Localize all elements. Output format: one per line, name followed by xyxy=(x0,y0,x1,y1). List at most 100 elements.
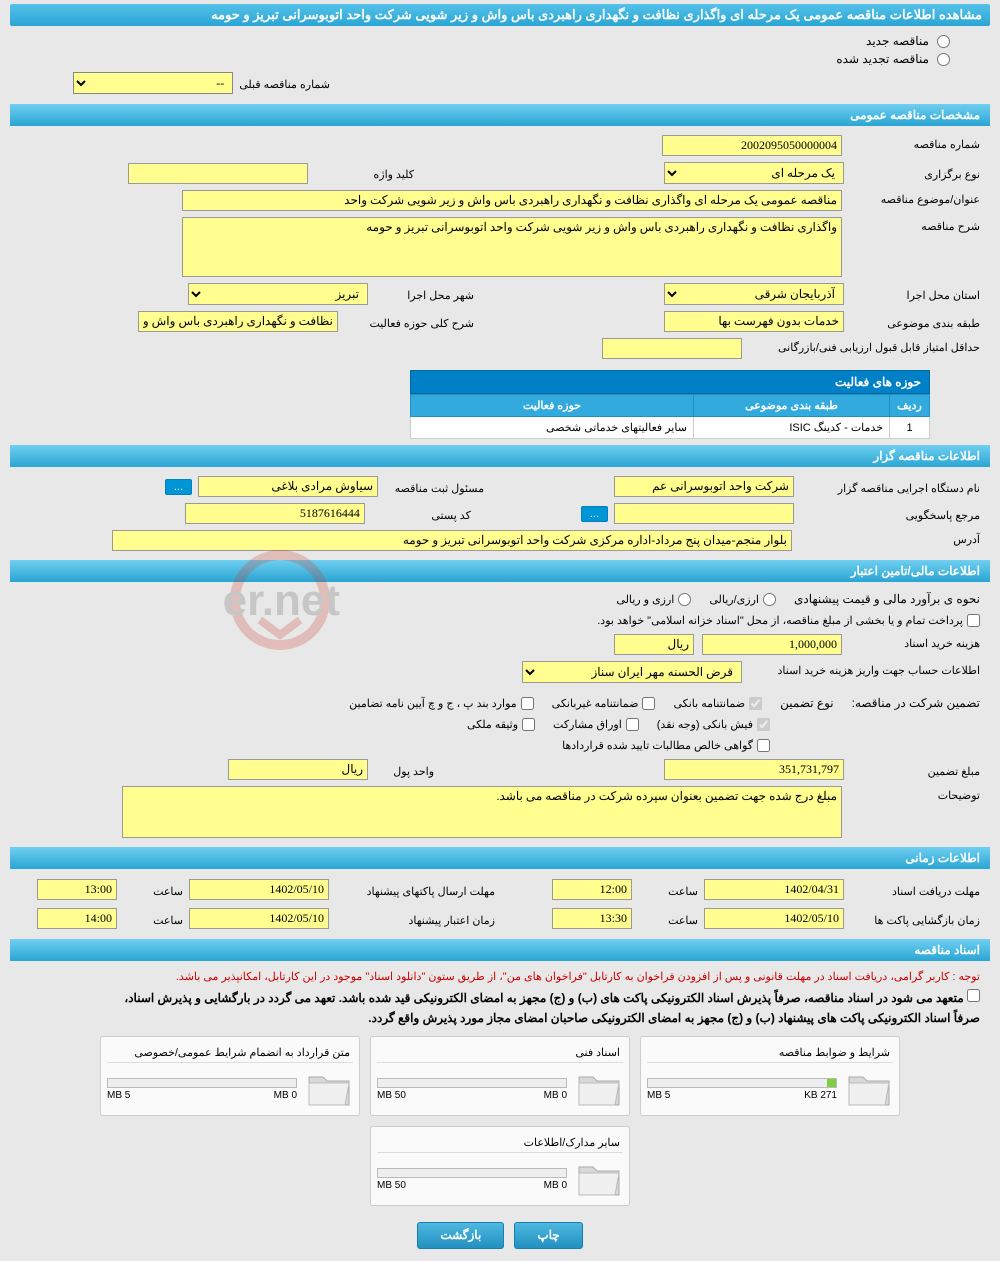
doc-max: 5 MB xyxy=(647,1090,670,1101)
table-row: 1 خدمات - کدینگ ISIC سایر فعالیتهای خدما… xyxy=(411,417,930,439)
label-receive-time: ساعت xyxy=(638,882,698,898)
input-scope[interactable] xyxy=(138,311,338,332)
label-doccost: هزینه خرید اسناد xyxy=(850,634,980,650)
chk-g2[interactable] xyxy=(642,697,655,710)
label-send-time: ساعت xyxy=(123,882,183,898)
chk-g5[interactable] xyxy=(626,718,639,731)
radio-arz-rial[interactable] xyxy=(763,593,776,606)
doc-card-title: اسناد فنی xyxy=(377,1043,623,1063)
red-note: توجه : کاربر گرامی، دریافت اسناد در مهلت… xyxy=(10,967,990,986)
select-province[interactable]: آذربایجان شرقی xyxy=(664,283,844,305)
input-addr[interactable] xyxy=(112,530,792,551)
input-open-date[interactable] xyxy=(704,908,844,929)
input-unit-rial xyxy=(614,634,694,655)
label-number: شماره مناقصه xyxy=(850,135,980,151)
input-valid-time[interactable] xyxy=(37,908,117,929)
bold-note-2: صرفاً اسناد الکترونیکی پاکت های پیشنهاد … xyxy=(10,1008,990,1028)
textarea-gdesc[interactable]: مبلغ درج شده جهت تضمین بعنوان سپرده شرکت… xyxy=(122,786,842,838)
section-docs: اسناد مناقصه xyxy=(10,939,990,961)
label-valid: زمان اعتبار پیشنهاد xyxy=(335,911,495,927)
select-account[interactable]: قرض الحسنه مهر ایران سناز xyxy=(522,661,742,683)
label-gunit: واحد پول xyxy=(374,762,434,778)
section-financial: اطلاعات مالی/تامین اعتبار xyxy=(10,560,990,582)
chk-commit[interactable] xyxy=(967,989,980,1002)
folder-icon xyxy=(575,1069,623,1109)
label-renewed-tender: مناقصه تجدید شده xyxy=(836,52,929,66)
doc-used: 0 MB xyxy=(544,1090,567,1101)
chk-g3[interactable] xyxy=(521,697,534,710)
label-exec: نام دستگاه اجرایی مناقصه گزار xyxy=(800,479,980,495)
label-desc: شرح مناقصه xyxy=(850,217,980,233)
label-reg: مسئول ثبت مناقصه xyxy=(384,479,484,495)
doc-max: 50 MB xyxy=(377,1090,406,1101)
input-gunit xyxy=(228,759,368,780)
doc-card-title: سایر مدارک/اطلاعات xyxy=(377,1133,623,1153)
folder-icon xyxy=(575,1159,623,1199)
input-category[interactable] xyxy=(664,311,844,332)
section-timing: اطلاعات زمانی xyxy=(10,847,990,869)
reg-more-button[interactable]: ... xyxy=(165,479,192,495)
input-gamount[interactable] xyxy=(664,759,844,780)
doc-card[interactable]: متن قرارداد به انضمام شرایط عمومی/خصوصی … xyxy=(100,1036,360,1116)
radio-renewed-tender[interactable] xyxy=(937,53,950,66)
prev-number-select[interactable]: -- xyxy=(73,72,233,94)
chk-g7[interactable] xyxy=(757,739,770,752)
input-send-date[interactable] xyxy=(189,879,329,900)
chk-g6[interactable] xyxy=(522,718,535,731)
radio-arz-and-rial[interactable] xyxy=(678,593,691,606)
label-resp: مرجع پاسخگویی xyxy=(800,506,980,522)
doc-card-title: متن قرارداد به انضمام شرایط عمومی/خصوصی xyxy=(107,1043,353,1063)
label-guarantee: تضمین شرکت در مناقصه: xyxy=(852,696,980,710)
input-subject[interactable] xyxy=(182,190,842,211)
label-keyword: کلید واژه xyxy=(314,165,414,181)
label-open-time: ساعت xyxy=(638,911,698,927)
label-valid-time: ساعت xyxy=(123,911,183,927)
input-exec[interactable] xyxy=(614,476,794,497)
select-city[interactable]: تبریز xyxy=(188,283,368,305)
label-method: نحوه ی برآورد مالی و قیمت پیشنهادی xyxy=(794,592,980,606)
bold-note-1: متعهد می شود در اسناد مناقصه، صرفاً پذیر… xyxy=(124,991,963,1005)
col-row: ردیف xyxy=(890,395,930,417)
label-account: اطلاعات حساب جهت واریز هزینه خرید اسناد xyxy=(750,661,980,677)
col-category: طبقه بندی موضوعی xyxy=(693,395,889,417)
input-receive-date[interactable] xyxy=(704,879,844,900)
doc-card-title: شرایط و ضوابط مناقصه xyxy=(647,1043,893,1063)
input-valid-date[interactable] xyxy=(189,908,329,929)
input-receive-time[interactable] xyxy=(552,879,632,900)
select-type[interactable]: یک مرحله ای xyxy=(664,162,844,184)
label-minscore: حداقل امتیاز قابل قبول ارزیابی فنی/بازرگ… xyxy=(750,338,980,354)
back-button[interactable]: بازگشت xyxy=(417,1222,504,1249)
input-post[interactable] xyxy=(185,503,365,524)
input-keyword[interactable] xyxy=(128,163,308,184)
radio-new-tender[interactable] xyxy=(937,35,950,48)
doc-card[interactable]: اسناد فنی 0 MB 50 MB xyxy=(370,1036,630,1116)
doc-card[interactable]: سایر مدارک/اطلاعات 0 MB50 MB xyxy=(370,1126,630,1206)
label-category: طبقه بندی موضوعی xyxy=(850,314,980,330)
doc-used: 0 MB xyxy=(544,1180,567,1191)
label-new-tender: مناقصه جدید xyxy=(866,34,929,48)
prev-number-label: شماره مناقصه قبلی xyxy=(239,75,330,91)
textarea-desc[interactable]: واگذاری نظافت و نگهداری راهبردی باس واش … xyxy=(182,217,842,277)
print-button[interactable]: چاپ xyxy=(514,1222,582,1249)
chk-g1 xyxy=(749,697,762,710)
resp-more-button[interactable]: ... xyxy=(581,506,608,522)
activity-table: ردیف طبقه بندی موضوعی حوزه فعالیت 1 خدما… xyxy=(410,394,930,439)
input-send-time[interactable] xyxy=(37,879,117,900)
input-number[interactable] xyxy=(662,135,842,156)
label-addr: آدرس xyxy=(800,530,980,546)
doc-card[interactable]: شرایط و ضوابط مناقصه 271 KB5 MB xyxy=(640,1036,900,1116)
doc-used: 0 MB xyxy=(274,1090,297,1101)
chk-g4 xyxy=(757,718,770,731)
chk-treasury[interactable] xyxy=(967,614,980,627)
input-resp[interactable] xyxy=(614,503,794,524)
label-open: زمان بازگشایی پاکت ها xyxy=(850,911,980,927)
folder-icon xyxy=(845,1069,893,1109)
input-reg[interactable] xyxy=(198,476,378,497)
folder-icon xyxy=(305,1069,353,1109)
section-general: مشخصات مناقصه عمومی xyxy=(10,104,990,126)
input-open-time[interactable] xyxy=(552,908,632,929)
label-send: مهلت ارسال پاکتهای پیشنهاد xyxy=(335,882,495,898)
input-doccost[interactable] xyxy=(702,634,842,655)
label-gdesc: توضیحات xyxy=(850,786,980,802)
input-minscore[interactable] xyxy=(602,338,742,359)
